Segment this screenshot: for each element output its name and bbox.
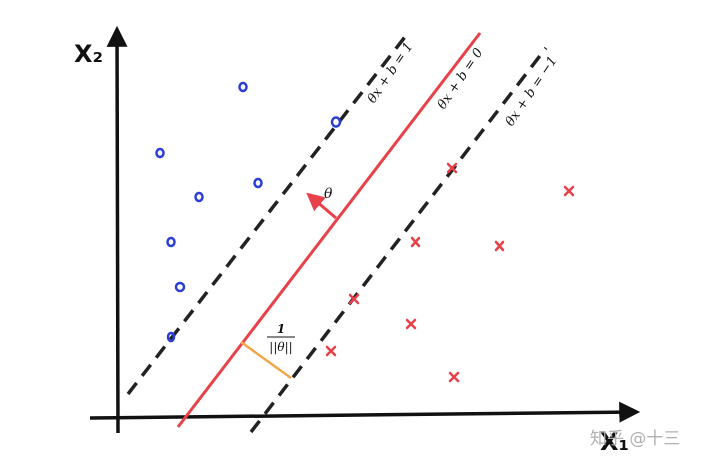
y-axis bbox=[106, 25, 128, 434]
margin-width-segment bbox=[240, 340, 292, 380]
negative-point bbox=[563, 185, 575, 197]
positive-point bbox=[238, 81, 248, 93]
decision-boundary-label: θx + b = 0 bbox=[435, 46, 487, 112]
positive-point bbox=[174, 281, 186, 293]
margin-fraction-denominator: ||θ|| bbox=[269, 340, 292, 354]
negative-point bbox=[448, 371, 460, 383]
positive-point bbox=[155, 147, 165, 159]
decision-boundary-line bbox=[176, 32, 482, 428]
x-axis-label: X₁ bbox=[600, 428, 629, 456]
positive-point bbox=[166, 331, 176, 343]
positive-point bbox=[330, 116, 342, 128]
negative-point bbox=[494, 240, 505, 252]
y-axis-label: X₂ bbox=[74, 40, 103, 68]
negative-point bbox=[348, 293, 360, 305]
upper-margin-label: θx + b = 1 bbox=[365, 40, 417, 106]
positive-class-points bbox=[155, 81, 342, 343]
positive-point bbox=[253, 177, 263, 189]
negative-point bbox=[405, 318, 417, 330]
lower-margin-line bbox=[249, 46, 548, 434]
x-axis bbox=[89, 401, 641, 423]
upper-margin-line bbox=[126, 31, 410, 396]
negative-point bbox=[325, 345, 337, 357]
positive-point bbox=[194, 191, 204, 203]
negative-class-points bbox=[325, 162, 575, 383]
margin-fraction-numerator: 1 bbox=[277, 322, 285, 336]
watermark: 知乎 @十三 bbox=[590, 429, 680, 449]
negative-point bbox=[410, 236, 421, 248]
normal-vector-label: θ bbox=[324, 186, 333, 202]
positive-point bbox=[166, 236, 176, 248]
normal-vector-arrow bbox=[306, 192, 337, 220]
negative-point bbox=[446, 162, 458, 174]
